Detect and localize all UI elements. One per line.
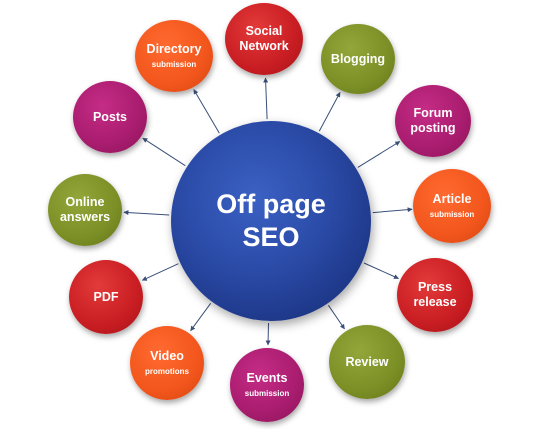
- node-posts: Posts: [73, 81, 147, 153]
- connector-arrow: [318, 92, 341, 132]
- node-sublabel: promotions: [145, 366, 189, 376]
- node-sublabel: submission: [429, 209, 475, 219]
- connector-arrow: [193, 89, 220, 134]
- node-label: Social: [245, 24, 283, 38]
- node-directory-submission: Directory submission: [135, 20, 213, 92]
- node-label: Press: [417, 280, 453, 294]
- node-label-2: answers: [59, 210, 111, 224]
- node-label: PDF: [93, 289, 119, 304]
- node-label: Blogging: [330, 51, 386, 66]
- connector-arrow: [123, 210, 170, 216]
- node-label: Article: [432, 191, 472, 206]
- node-events-submission: Events submission: [230, 348, 304, 422]
- node-label-2: posting: [410, 121, 456, 135]
- connector-arrow: [141, 263, 179, 281]
- node-video-promotions: Video promotions: [130, 326, 204, 400]
- connector-arrow: [327, 305, 345, 330]
- connector-arrow: [142, 137, 186, 167]
- node-label: Posts: [92, 109, 128, 124]
- node-label-2: Network: [239, 39, 289, 53]
- connector-arrow: [372, 207, 413, 214]
- center-title-line2: SEO: [242, 222, 300, 252]
- node-online-answers: Online answers: [48, 174, 122, 246]
- node-article-submission: Article submission: [413, 169, 491, 243]
- connector-arrow: [357, 141, 401, 168]
- node-pdf: PDF: [69, 260, 143, 334]
- connector-arrow: [190, 303, 212, 332]
- center-hub: Off page SEO: [171, 121, 371, 321]
- node-sublabel: submission: [151, 59, 197, 69]
- node-sublabel: submission: [244, 388, 290, 398]
- connector-arrow: [363, 262, 399, 279]
- node-forum-posting: Forum posting: [395, 85, 471, 157]
- node-press-release: Press release: [397, 258, 473, 332]
- node-social-network: Social Network: [225, 3, 303, 75]
- node-label: Online: [65, 195, 105, 209]
- node-label: Review: [345, 354, 389, 369]
- node-label: Events: [246, 370, 288, 385]
- node-blogging: Blogging: [321, 24, 395, 94]
- connector-arrow: [263, 77, 269, 120]
- node-label: Forum: [413, 106, 453, 120]
- node-label: Video: [150, 348, 184, 363]
- node-label: Directory: [146, 41, 202, 56]
- center-title-line1: Off page: [216, 189, 326, 219]
- connector-arrow: [265, 322, 271, 346]
- node-label-2: release: [413, 295, 457, 309]
- node-review: Review: [329, 325, 405, 399]
